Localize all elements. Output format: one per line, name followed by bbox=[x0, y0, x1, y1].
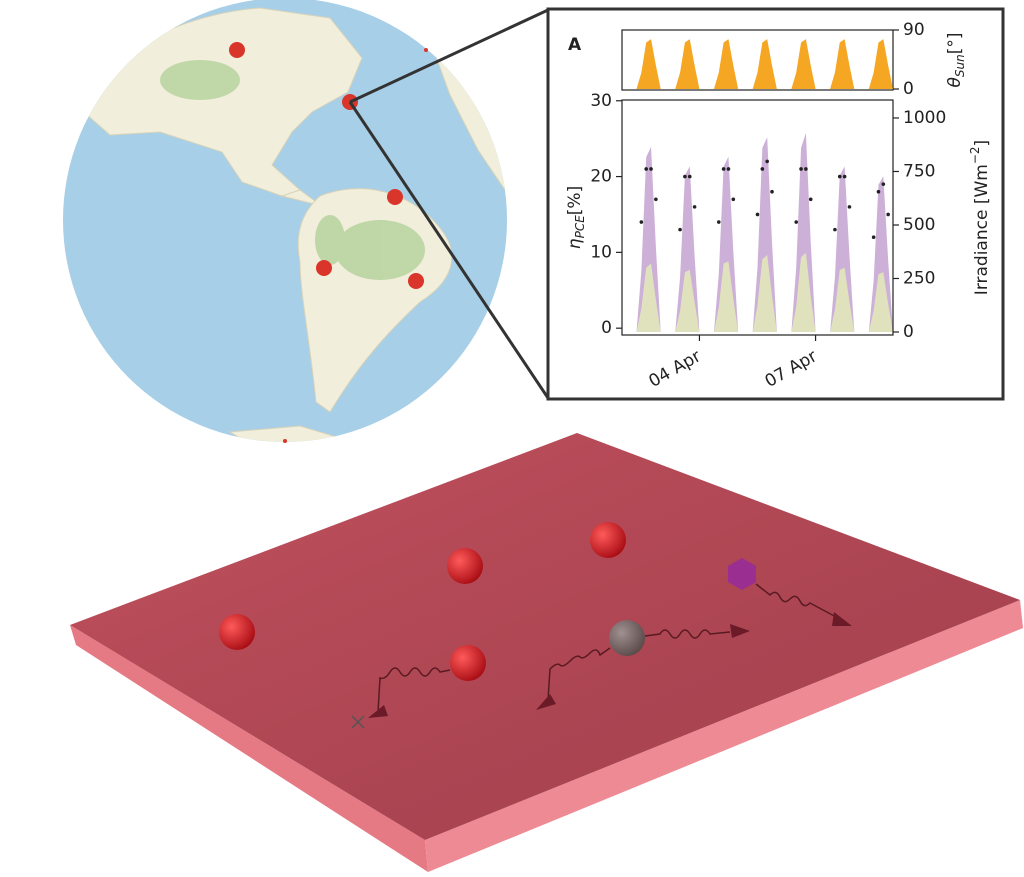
label-symbol: η bbox=[565, 238, 585, 249]
globe bbox=[63, 0, 550, 443]
y-tick-label: 10 bbox=[590, 242, 612, 262]
data-point bbox=[799, 167, 803, 171]
data-point bbox=[654, 197, 658, 202]
slab-illustration-circle bbox=[219, 614, 255, 650]
data-point bbox=[644, 167, 648, 171]
data-point bbox=[760, 167, 765, 171]
slab-illustration-g bbox=[377, 583, 839, 713]
label-unit: [%] bbox=[565, 186, 585, 215]
slab-illustration-circle bbox=[450, 645, 486, 681]
globe-g-circle bbox=[283, 439, 287, 443]
data-point bbox=[683, 174, 687, 179]
globe-g-circle bbox=[408, 273, 424, 289]
slab-illustration-g-polygon bbox=[536, 694, 556, 710]
inset-frame bbox=[546, 7, 1005, 401]
y-tick-label: 1000 bbox=[903, 108, 946, 128]
data-point bbox=[721, 167, 726, 171]
label-subscript: Sun bbox=[953, 54, 967, 77]
globe-g-ellipse bbox=[335, 220, 425, 280]
data-point bbox=[678, 227, 682, 232]
label-unit: [°] bbox=[945, 33, 965, 55]
slab-illustration-polygon bbox=[70, 433, 1020, 840]
y-tick-label: 20 bbox=[590, 167, 612, 187]
label-suffix: ] bbox=[972, 140, 992, 147]
globe-g-circle bbox=[424, 48, 428, 52]
y-tick-label: 250 bbox=[903, 268, 935, 288]
globe-g-ellipse bbox=[315, 215, 345, 265]
y-tick-label: 0 bbox=[903, 79, 914, 99]
data-point bbox=[871, 235, 876, 240]
data-point bbox=[770, 189, 774, 194]
data-point bbox=[726, 167, 731, 171]
data-point bbox=[639, 220, 644, 224]
y2-axis-label: Irradiance [Wm−2] bbox=[968, 140, 993, 295]
label-superscript: −2 bbox=[968, 146, 982, 164]
panel-letter: A bbox=[568, 35, 582, 55]
slab-illustration-circle bbox=[590, 522, 626, 558]
slab-illustration-circle bbox=[609, 620, 645, 656]
slab-illustration-g-polygon bbox=[730, 624, 750, 638]
data-point bbox=[833, 227, 837, 232]
data-point bbox=[687, 174, 692, 179]
globe-line bbox=[349, 8, 549, 104]
globe-g-circle bbox=[229, 42, 245, 58]
panel-frame bbox=[621, 29, 894, 91]
slab-illustration-g-path bbox=[644, 629, 731, 639]
slab-illustration-path bbox=[351, 715, 365, 729]
y-tick-label: 750 bbox=[903, 161, 935, 181]
slab-illustration-circle bbox=[447, 548, 483, 584]
data-point bbox=[847, 205, 852, 209]
panel-frame bbox=[621, 99, 894, 336]
data-point bbox=[731, 197, 736, 202]
data-point bbox=[808, 197, 813, 202]
y-tick-label: 30 bbox=[590, 91, 612, 111]
y-tick-label: 90 bbox=[903, 20, 925, 40]
data-point bbox=[837, 174, 842, 179]
data-point bbox=[794, 220, 799, 224]
slab-illustration-g-polygon bbox=[368, 705, 388, 718]
data-point bbox=[842, 174, 847, 179]
data-point bbox=[886, 212, 890, 217]
globe-line bbox=[348, 101, 550, 399]
globe-g-ellipse bbox=[160, 60, 240, 100]
data-point bbox=[755, 212, 760, 217]
data-point bbox=[765, 159, 769, 164]
y-tick-label: 0 bbox=[903, 322, 914, 342]
slab-illustration bbox=[70, 433, 1023, 872]
data-point bbox=[692, 205, 697, 209]
slab-illustration-g-polygon bbox=[832, 612, 852, 626]
slab-illustration-g bbox=[368, 612, 852, 718]
axis-label: θSun[°] bbox=[945, 33, 967, 88]
globe-g-circle bbox=[316, 260, 332, 276]
label-text: Irradiance [Wm bbox=[972, 164, 992, 295]
data-point bbox=[876, 189, 881, 194]
label-symbol: θ bbox=[945, 77, 965, 88]
data-point bbox=[716, 220, 721, 224]
axis-label: ηPCE[%] bbox=[565, 186, 587, 249]
slab-illustration-polygon bbox=[425, 600, 1023, 872]
slab-illustration-polygon bbox=[70, 625, 428, 872]
data-point bbox=[881, 182, 886, 186]
area bbox=[622, 252, 893, 333]
y-tick-label: 0 bbox=[601, 318, 612, 338]
globe-g-circle bbox=[387, 189, 403, 205]
globe-g bbox=[160, 60, 425, 280]
slab-illustration-g-path bbox=[755, 583, 839, 619]
data-point bbox=[649, 167, 653, 171]
data-point bbox=[804, 167, 808, 171]
y-tick-label: 500 bbox=[903, 215, 935, 235]
area bbox=[622, 39, 893, 90]
slab-illustration-polygon bbox=[728, 558, 756, 590]
label-subscript: PCE bbox=[573, 215, 587, 239]
slab-illustration-g-path bbox=[547, 647, 611, 701]
slab-illustration-g-path bbox=[377, 667, 451, 713]
